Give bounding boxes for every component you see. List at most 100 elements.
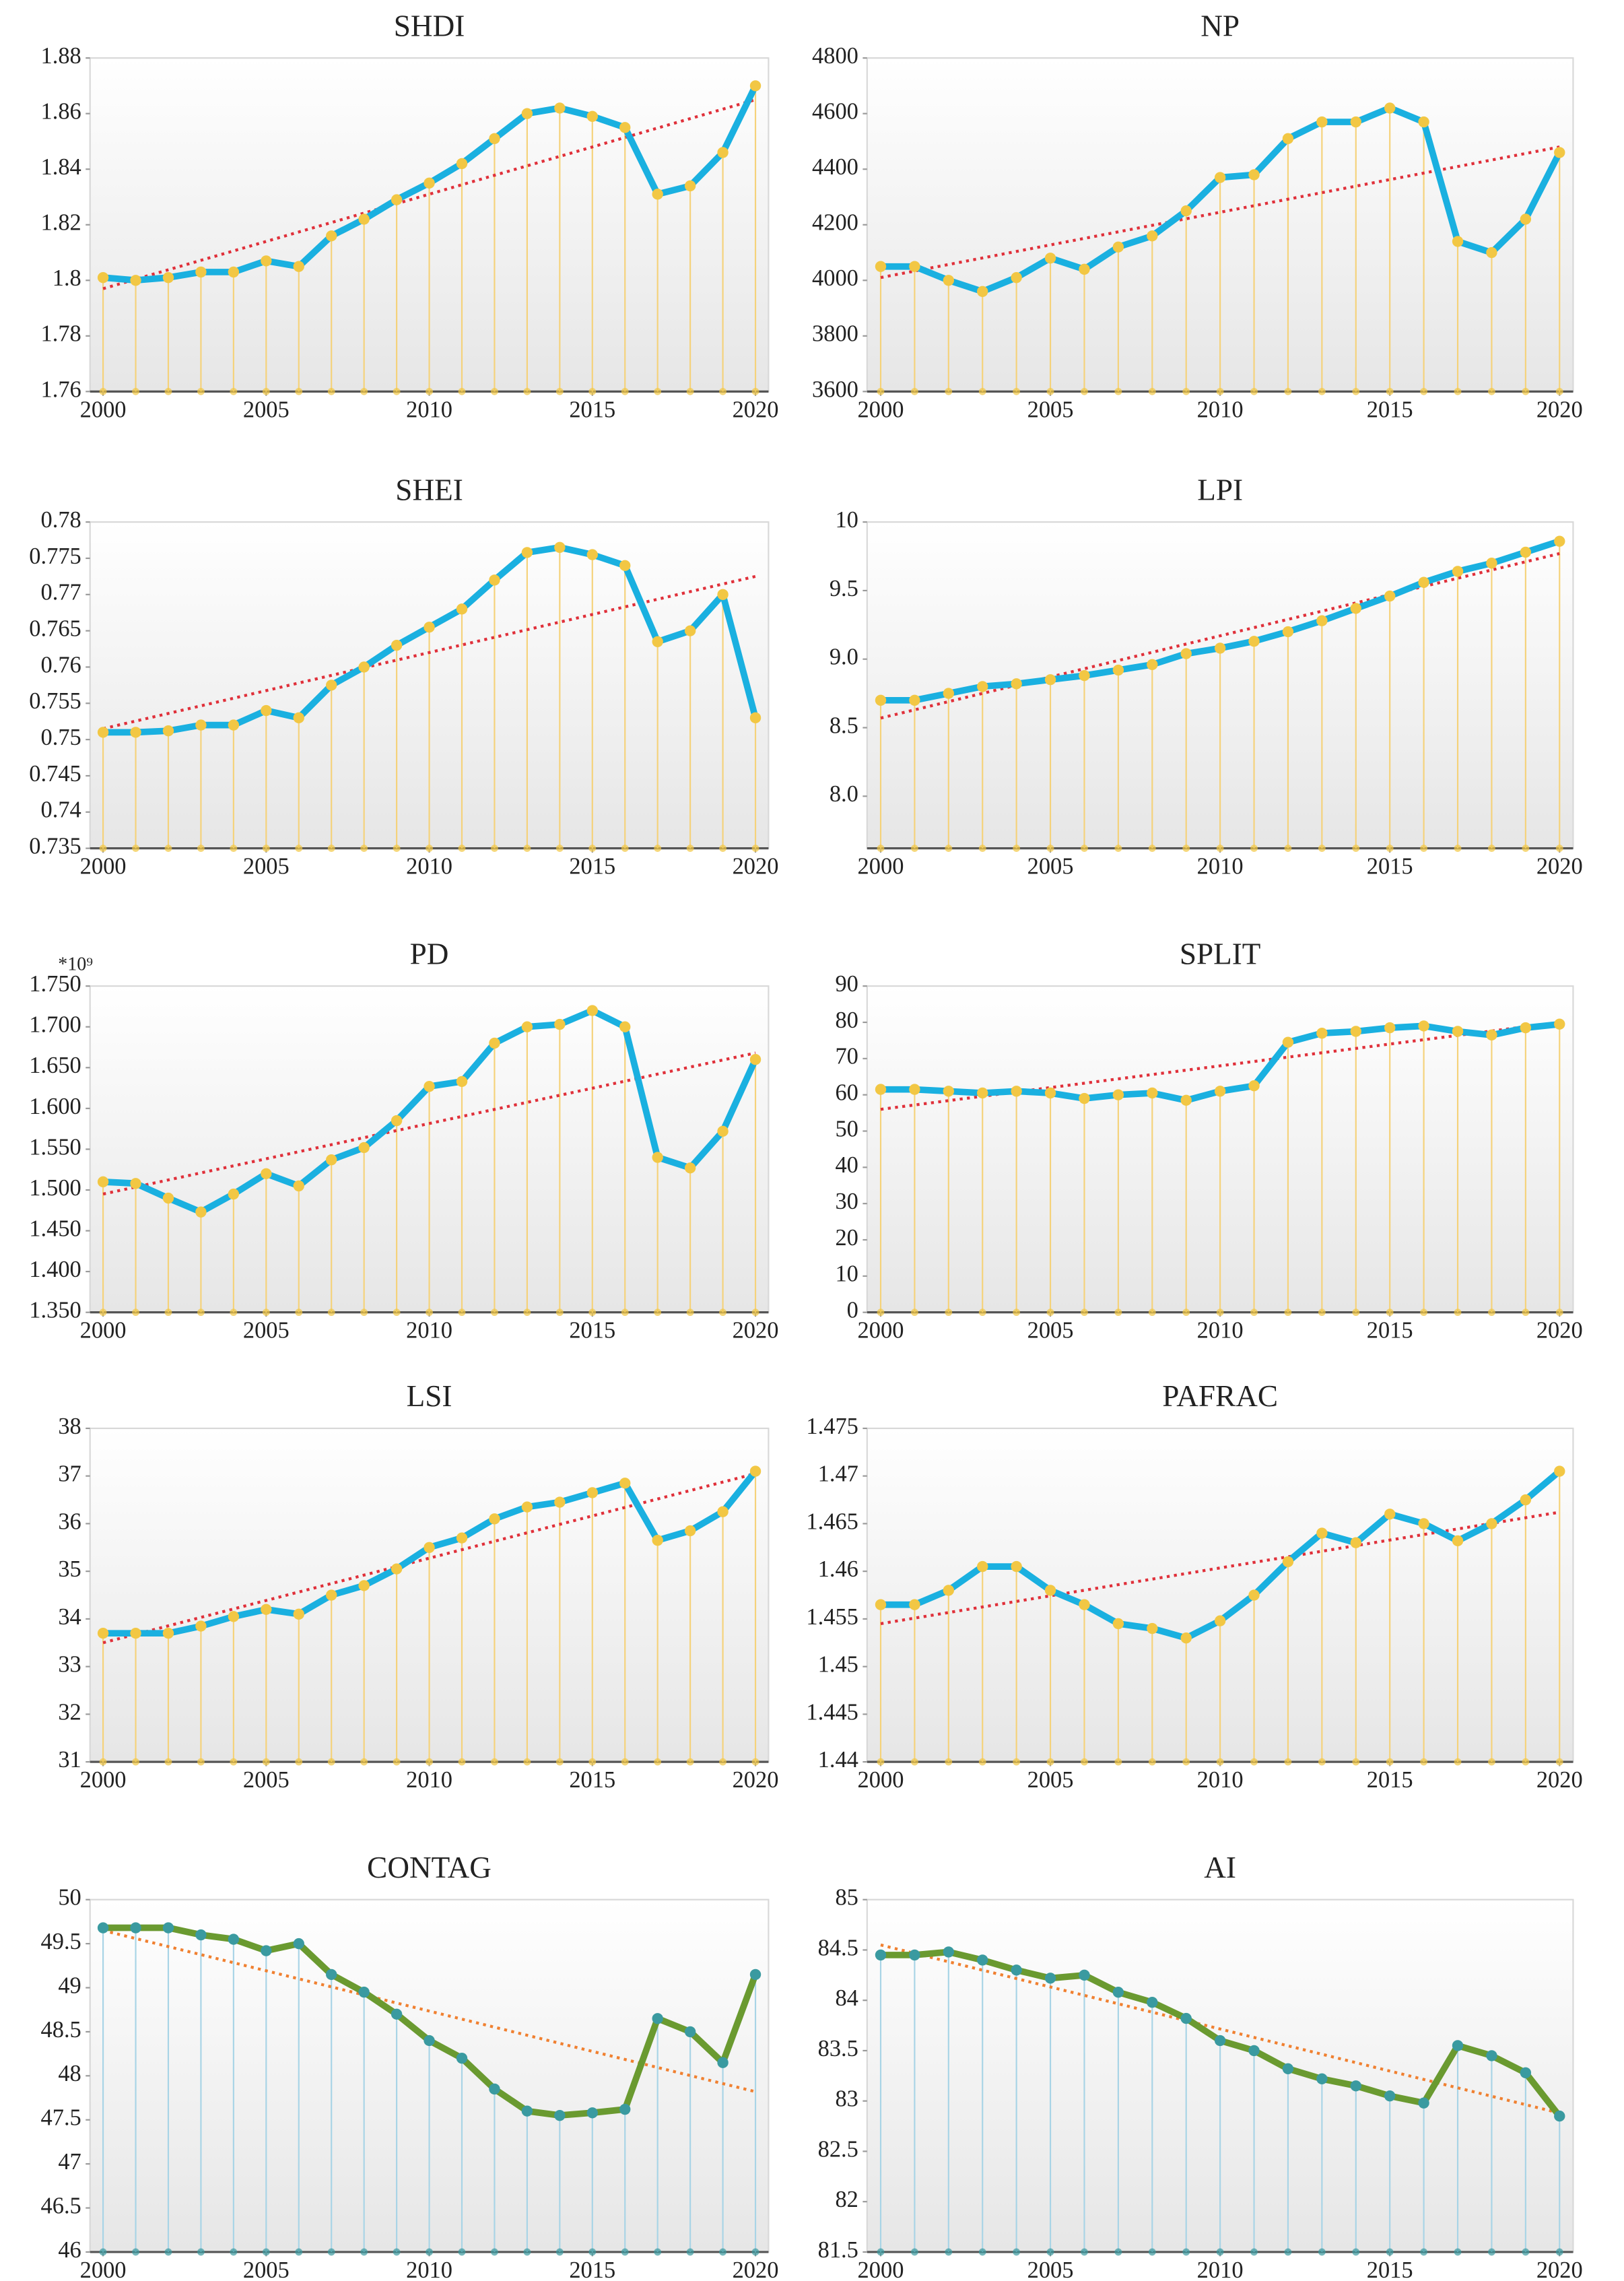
baseline-dot (945, 2248, 953, 2256)
data-point (162, 271, 174, 284)
baseline-dot (945, 845, 953, 853)
data-point (586, 549, 598, 560)
data-point (1180, 648, 1192, 659)
baseline-dot (1555, 1309, 1563, 1317)
data-point (749, 712, 762, 724)
y-tick-label: 80 (835, 1007, 858, 1033)
baseline-dot (1182, 2248, 1190, 2256)
baseline-dot (1284, 1309, 1292, 1317)
data-point (1248, 1080, 1260, 1092)
data-point (130, 1178, 141, 1189)
baseline-dot (1081, 387, 1088, 395)
y-tick-label: 30 (835, 1189, 858, 1214)
baseline-dot (555, 387, 564, 395)
baseline-dot (719, 1309, 726, 1317)
y-tick-label: 0 (847, 1298, 858, 1323)
x-tick-label: 2010 (406, 854, 452, 880)
data-point (1316, 1527, 1328, 1539)
baseline-dot (719, 845, 726, 853)
baseline-dot (1081, 1309, 1088, 1317)
baseline-dot (393, 1309, 401, 1317)
baseline-dot (164, 845, 172, 853)
baseline-dot (458, 1758, 466, 1766)
baseline-dot (1386, 1309, 1394, 1317)
x-tick-label: 2010 (1197, 1318, 1244, 1344)
baseline-dot (1046, 1758, 1054, 1766)
baseline-dot (1386, 387, 1394, 395)
x-tick-label: 2015 (1367, 2257, 1413, 2281)
data-point (1554, 535, 1565, 547)
baseline-dot (911, 1309, 918, 1317)
data-point (326, 680, 337, 691)
data-point (909, 1949, 920, 1961)
data-point (875, 1949, 887, 1961)
y-tick-label: 1.76 (41, 376, 81, 402)
baseline-dot (1522, 1309, 1530, 1317)
data-point (943, 275, 954, 286)
data-point (1486, 1029, 1497, 1041)
y-tick-label: 48 (58, 2061, 81, 2086)
baseline-dot (1318, 845, 1326, 853)
baseline-dot (1046, 387, 1054, 395)
data-point (162, 1627, 174, 1639)
data-point (97, 1627, 109, 1639)
y-tick-label: 1.500 (29, 1175, 81, 1201)
baseline-dot (327, 1758, 335, 1766)
data-point (1418, 2097, 1429, 2109)
x-tick-label: 2000 (858, 2257, 904, 2281)
data-point (424, 1542, 435, 1553)
baseline-dot (360, 2248, 368, 2256)
y-tick-label: 32 (58, 1699, 81, 1725)
baseline-dot (132, 1758, 139, 1766)
y-tick-label: 1.88 (41, 43, 81, 69)
chart-title: LPI (1197, 473, 1243, 506)
baseline-dot (1216, 1309, 1224, 1317)
baseline-dot (1318, 1309, 1326, 1317)
y-tick-label: 1.44 (818, 1747, 858, 1773)
baseline-dot (1318, 2248, 1326, 2256)
baseline-dot (555, 1309, 564, 1317)
data-point (554, 1496, 566, 1508)
y-tick-label: 0.735 (29, 834, 81, 859)
data-point (1384, 102, 1396, 114)
y-tick-label: 0.76 (41, 652, 81, 677)
y-tick-label: 1.455 (806, 1604, 858, 1630)
data-point (1011, 1086, 1022, 1097)
baseline-dot (751, 2248, 759, 2256)
baseline-dot (1081, 2248, 1088, 2256)
data-point (261, 704, 272, 717)
x-tick-label: 2015 (1367, 1318, 1413, 1344)
baseline-dot (360, 1758, 368, 1766)
baseline-dot (426, 2248, 433, 2256)
data-point (195, 1620, 207, 1632)
baseline-dot (197, 1758, 205, 1766)
baseline-dot (1148, 1309, 1156, 1317)
x-tick-label: 2010 (406, 397, 452, 422)
data-point (1044, 1087, 1056, 1099)
baseline-dot (132, 2248, 139, 2256)
data-point (162, 1922, 174, 1933)
baseline-dot (1522, 387, 1530, 395)
baseline-dot (1284, 387, 1292, 395)
x-tick-label: 2020 (1536, 1318, 1583, 1344)
data-point (1554, 2110, 1565, 2122)
x-tick-label: 2000 (80, 397, 127, 422)
data-point (619, 2103, 631, 2115)
data-point (875, 261, 887, 272)
data-point (1044, 1973, 1056, 1984)
data-point (1112, 1987, 1124, 1998)
data-point (554, 102, 566, 114)
x-tick-label: 2020 (733, 1767, 779, 1793)
baseline-dot (1148, 387, 1156, 395)
data-point (521, 2105, 533, 2117)
baseline-dot (1013, 2248, 1021, 2256)
data-point (684, 180, 696, 192)
baseline-dot (911, 387, 918, 395)
data-point (1452, 1535, 1464, 1547)
baseline-dot (1454, 387, 1462, 395)
data-point (554, 1018, 566, 1030)
baseline-dot (1114, 1309, 1122, 1317)
baseline-dot (1454, 1758, 1462, 1766)
data-point (1079, 263, 1090, 275)
data-point (619, 122, 631, 133)
